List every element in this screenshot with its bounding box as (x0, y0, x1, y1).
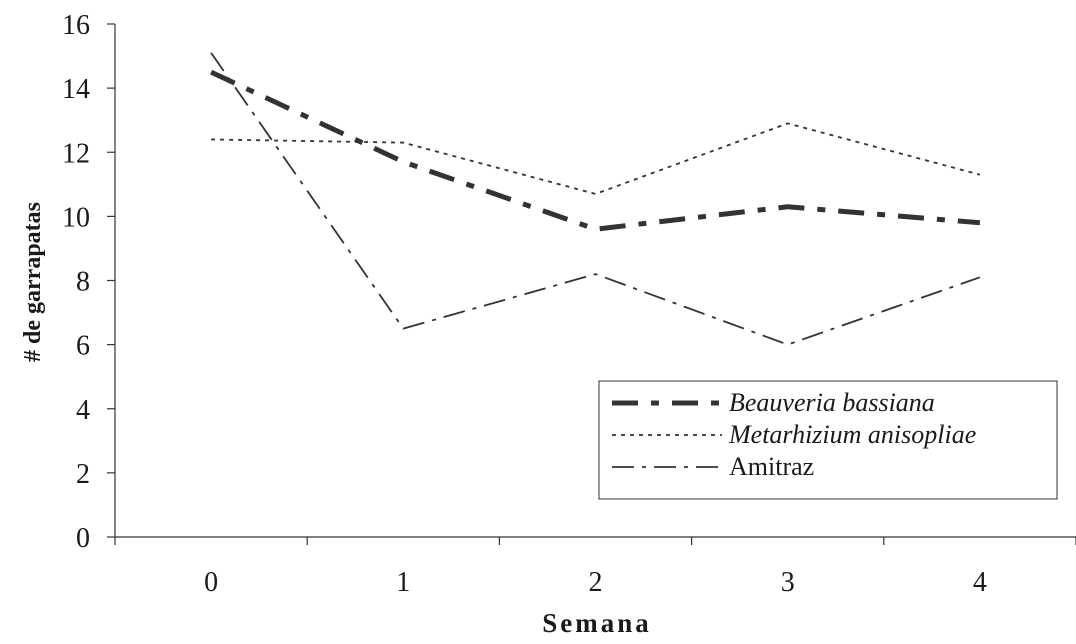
y-tick-label: 10 (62, 202, 90, 233)
y-ticks: 0 2 4 6 8 10 12 14 16 (62, 10, 115, 554)
x-tick-label: 0 (204, 567, 218, 598)
legend: Beauveria bassiana Metarhizium anisopliae… (598, 380, 1058, 500)
series-line-2 (210, 52, 981, 346)
x-tick-label: 4 (973, 567, 987, 598)
x-axis-title: Semana (542, 608, 652, 638)
x-tick-label: 1 (396, 567, 410, 598)
legend-label-1: Metarhizium anisopliae (728, 420, 976, 449)
legend-label-0: Beauveria bassiana (729, 388, 935, 417)
y-axis-title: # de garrapatas (20, 202, 46, 362)
y-tick-label: 12 (62, 138, 90, 169)
legend-items: Beauveria bassiana Metarhizium anisopliae… (612, 388, 976, 481)
y-tick-label: 14 (62, 74, 90, 105)
x-tick-label: 3 (781, 567, 795, 598)
y-tick-label: 4 (76, 395, 90, 426)
y-tick-label: 2 (76, 459, 90, 490)
y-tick-label: 6 (76, 331, 90, 362)
y-tick-label: 8 (76, 267, 90, 298)
x-tick-label: 2 (589, 567, 603, 598)
y-tick-label: 0 (76, 523, 90, 554)
series-line-0 (210, 69, 981, 232)
x-ticks: 0 1 2 3 4 (114, 537, 1076, 598)
legend-label-2: Amitraz (729, 452, 814, 481)
y-tick-label: 16 (62, 10, 90, 41)
series-layer (210, 52, 981, 346)
series-line-1 (211, 122, 981, 195)
